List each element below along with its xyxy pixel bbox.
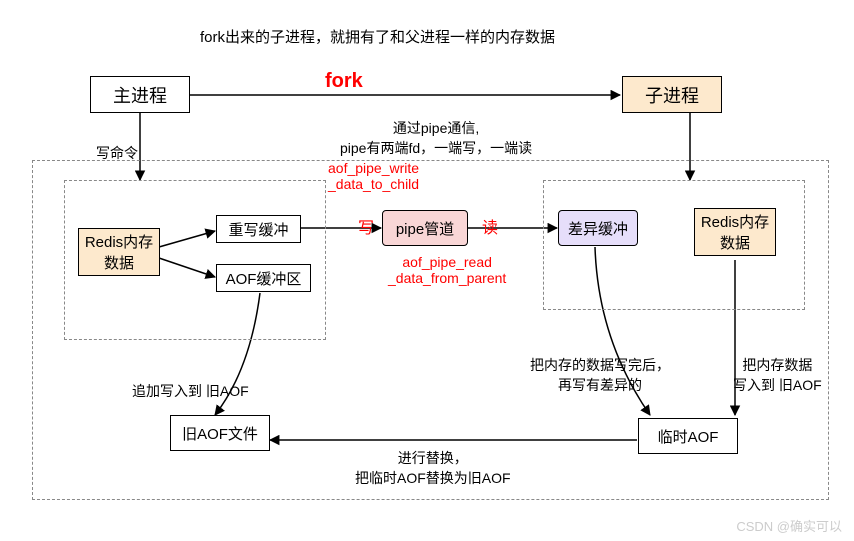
node-redis-mem-right: Redis内存 数据 bbox=[694, 208, 776, 256]
label-replace-note: 进行替换， 把临时AOF替换为旧AOF bbox=[355, 448, 511, 488]
diagram-title: fork出来的子进程，就拥有了和父进程一样的内存数据 bbox=[200, 26, 555, 47]
label-append-old: 追加写入到 旧AOF bbox=[132, 381, 249, 401]
label-pipe-comm: 通过pipe通信, pipe有两端fd，一端写，一端读 bbox=[340, 118, 532, 158]
label-pipe-read-fn: aof_pipe_read _data_from_parent bbox=[388, 254, 506, 286]
label-write-char: 写 bbox=[358, 214, 374, 238]
label-pipe-write-fn: aof_pipe_write _data_to_child bbox=[328, 160, 419, 192]
label-after-mem: 把内存的数据写完后， 再写有差异的 bbox=[530, 355, 670, 395]
node-rewrite-buf: 重写缓冲 bbox=[216, 215, 301, 243]
diagram-canvas: fork出来的子进程，就拥有了和父进程一样的内存数据 主进程 子进程 fork … bbox=[0, 0, 854, 541]
node-aof-buf: AOF缓冲区 bbox=[216, 264, 311, 292]
label-fork: fork bbox=[325, 70, 363, 93]
node-redis-mem-left: Redis内存 数据 bbox=[78, 228, 160, 276]
label-mem-to-old: 把内存数据 写入到 旧AOF bbox=[733, 355, 822, 395]
node-diff-buf: 差异缓冲 bbox=[558, 210, 638, 246]
node-child-process: 子进程 bbox=[622, 76, 722, 113]
watermark: CSDN @确实可以 bbox=[736, 516, 842, 535]
node-old-aof: 旧AOF文件 bbox=[170, 415, 270, 451]
label-read-char: 读 bbox=[482, 214, 498, 238]
node-pipe: pipe管道 bbox=[382, 210, 468, 246]
node-temp-aof: 临时AOF bbox=[638, 418, 738, 454]
node-main-process: 主进程 bbox=[90, 76, 190, 113]
